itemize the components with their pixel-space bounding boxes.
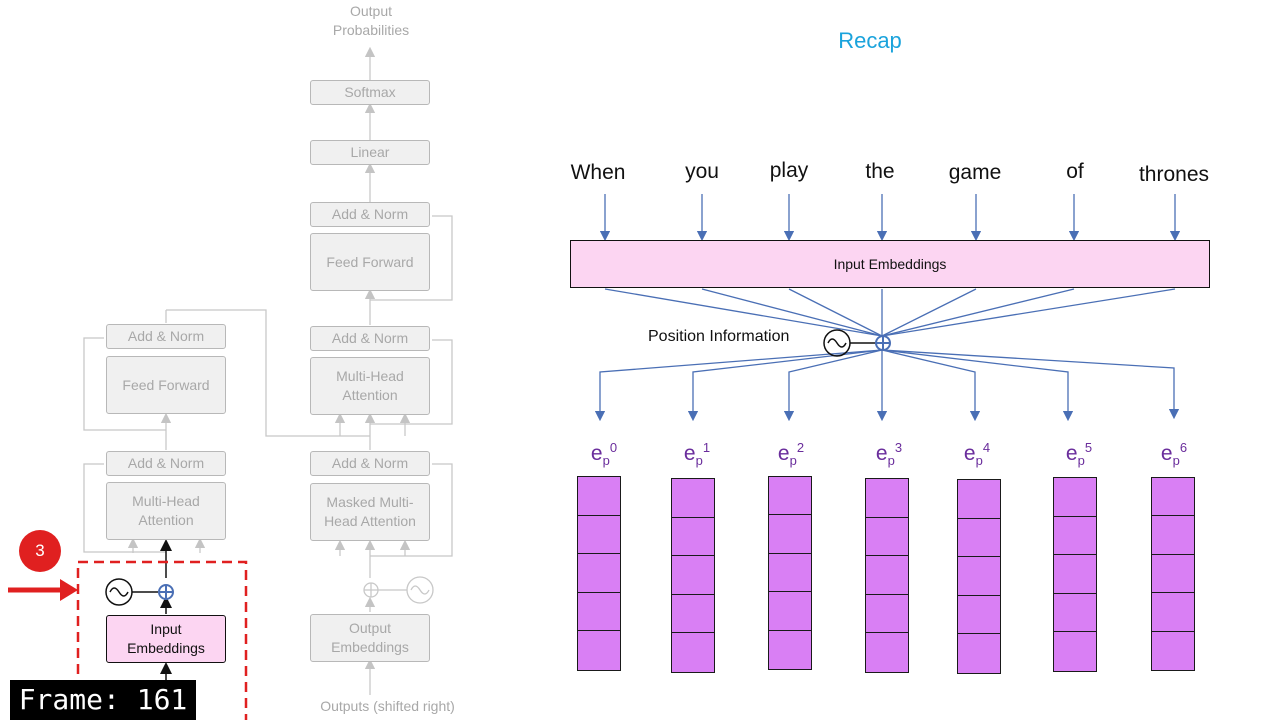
- vector-label: ep6: [1160, 440, 1188, 469]
- embedding-vector: [577, 476, 621, 671]
- encoder-feed-forward: Feed Forward: [106, 356, 226, 414]
- vector-label: ep0: [590, 440, 618, 469]
- vector-label: ep4: [963, 440, 991, 469]
- decoder-add-norm-3: Add & Norm: [310, 202, 430, 227]
- recap-input-embeddings-bar: Input Embeddings: [570, 240, 1210, 288]
- encoder-input-embeddings: Input Embeddings: [106, 615, 226, 663]
- word-token: you: [685, 160, 719, 183]
- transformer-connectors: [8, 46, 453, 720]
- embedding-vector: [865, 478, 909, 673]
- frame-counter: Frame: 161: [10, 680, 196, 720]
- step-badge: 3: [19, 530, 61, 572]
- linear-block: Linear: [310, 140, 430, 165]
- embedding-vector: [671, 478, 715, 673]
- word-token: play: [769, 159, 809, 182]
- encoder-add-norm-1: Add & Norm: [106, 451, 226, 476]
- encoder-multi-head-attention: Multi-Head Attention: [106, 482, 226, 540]
- word-token: When: [570, 161, 626, 184]
- word-token: thrones: [1138, 163, 1210, 186]
- softmax-block: Softmax: [310, 80, 430, 105]
- vector-label: ep3: [875, 440, 903, 469]
- masked-multi-head-attention: Masked Multi- Head Attention: [310, 483, 430, 541]
- position-information-label: Position Information: [648, 328, 790, 345]
- vector-label: ep5: [1065, 440, 1093, 469]
- vector-label: ep2: [777, 440, 805, 469]
- embedding-vector: [1151, 477, 1195, 671]
- word-token: the: [865, 160, 895, 183]
- recap-title: Recap: [838, 28, 902, 53]
- embedding-vector: [957, 479, 1001, 674]
- word-token: game: [948, 161, 1002, 184]
- decoder-add-norm-2: Add & Norm: [310, 326, 430, 351]
- output-probabilities-label: Output Probabilities: [332, 3, 410, 38]
- vector-label: ep1: [683, 440, 711, 469]
- decoder-add-norm-1: Add & Norm: [310, 451, 430, 476]
- embedding-vector: [1053, 477, 1097, 672]
- encoder-add-norm-2: Add & Norm: [106, 324, 226, 349]
- decoder-multi-head-attention: Multi-Head Attention: [310, 357, 430, 415]
- output-embeddings-block: Output Embeddings: [310, 614, 430, 662]
- word-token: of: [1066, 160, 1084, 183]
- embedding-vector: [768, 476, 812, 670]
- decoder-feed-forward: Feed Forward: [310, 233, 430, 291]
- highlight-box: [76, 560, 248, 720]
- outputs-shifted-right-label: Outputs (shifted right): [320, 698, 455, 714]
